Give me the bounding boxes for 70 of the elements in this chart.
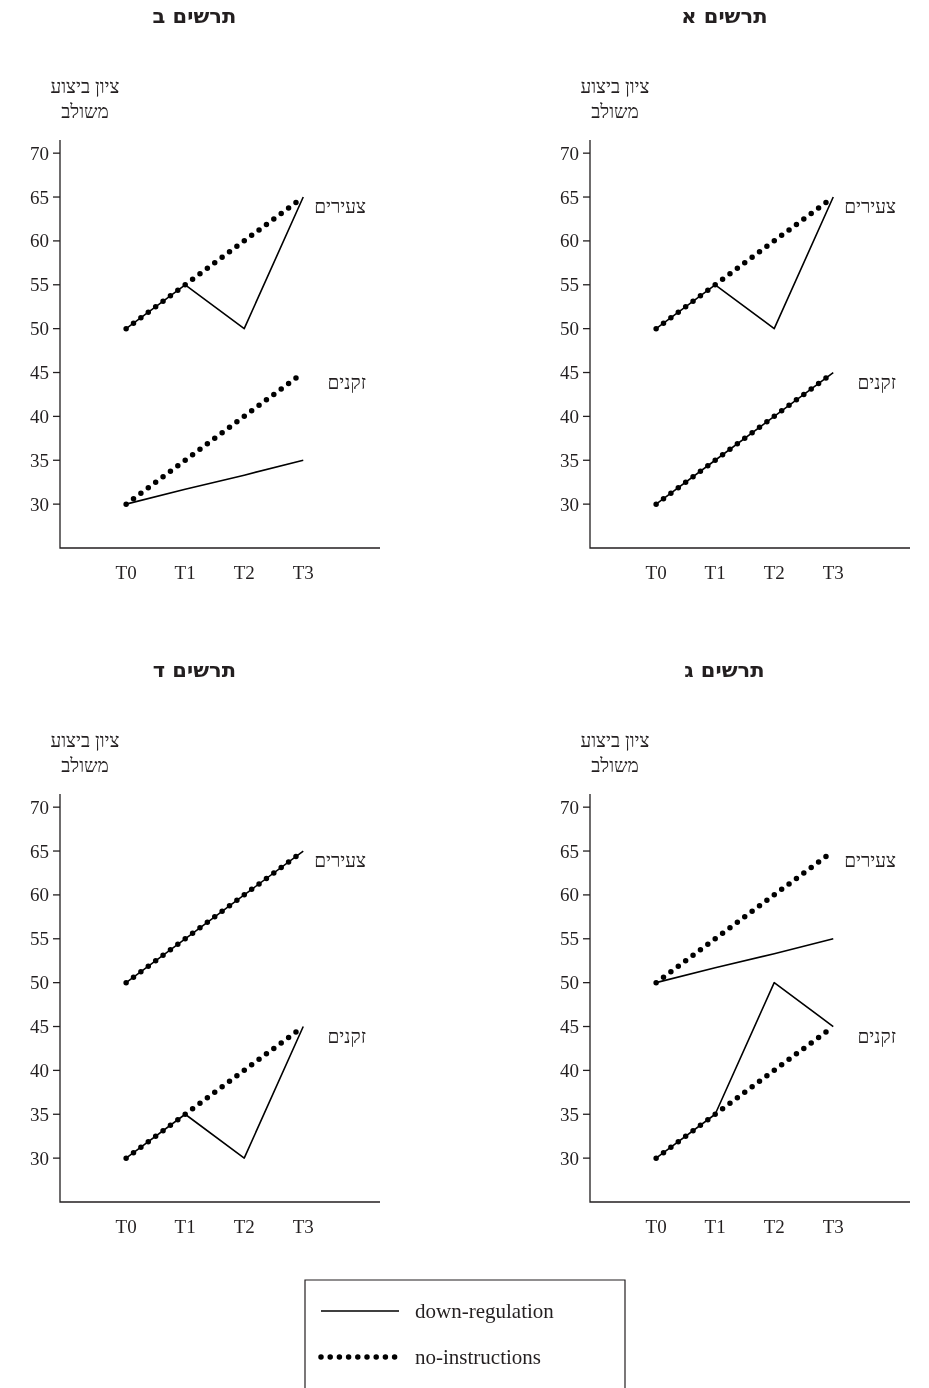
y-tick-label: 65 xyxy=(30,186,49,208)
x-tick-label: T0 xyxy=(115,562,137,583)
chart-title: תרשים ד xyxy=(151,658,238,682)
annotation: זקנים xyxy=(857,1024,896,1049)
y-tick-label: 60 xyxy=(560,884,579,906)
y-axis-title: ציון ביצוע משולב xyxy=(49,75,121,124)
y-tick-label: 45 xyxy=(560,362,579,384)
y-tick-label: 70 xyxy=(560,142,579,164)
y-tick-label: 40 xyxy=(560,1059,579,1081)
y-tick-label: 40 xyxy=(30,405,49,427)
annotation: זקנים xyxy=(857,370,896,395)
x-tick-label: T1 xyxy=(174,1216,196,1237)
y-tick-label: 30 xyxy=(560,493,579,515)
chart-title: תרשים ב xyxy=(151,4,238,28)
y-tick-label: 55 xyxy=(30,274,49,296)
x-tick-label: T3 xyxy=(292,1216,314,1237)
x-tick-label: T1 xyxy=(704,1216,726,1237)
x-tick-label: T1 xyxy=(704,562,726,583)
x-tick-label: T2 xyxy=(233,562,255,583)
x-tick-label: T3 xyxy=(822,562,844,583)
y-tick-label: 35 xyxy=(30,1103,49,1125)
annotation: צעירים xyxy=(844,195,896,220)
annotation: צעירים xyxy=(314,849,366,874)
y-tick-label: 60 xyxy=(560,230,579,252)
x-tick-label: T0 xyxy=(645,562,667,583)
y-tick-label: 70 xyxy=(560,796,579,818)
y-tick-label: 60 xyxy=(30,884,49,906)
x-tick-label: T1 xyxy=(174,562,196,583)
y-tick-label: 70 xyxy=(30,142,49,164)
y-tick-label: 55 xyxy=(560,928,579,950)
y-tick-label: 50 xyxy=(30,318,49,340)
y-tick-label: 55 xyxy=(560,274,579,296)
legend-label: no-instructions xyxy=(415,1344,541,1369)
y-tick-label: 65 xyxy=(560,186,579,208)
x-tick-label: T2 xyxy=(763,1216,785,1237)
x-tick-label: T0 xyxy=(645,1216,667,1237)
annotation: זקנים xyxy=(327,370,366,395)
y-tick-label: 30 xyxy=(30,1147,49,1169)
y-tick-label: 45 xyxy=(30,362,49,384)
y-tick-label: 70 xyxy=(30,796,49,818)
x-tick-label: T3 xyxy=(822,1216,844,1237)
y-axis-title: ציון ביצוע משולב xyxy=(579,75,651,124)
chart-title: תרשים א xyxy=(680,4,769,28)
x-tick-label: T0 xyxy=(115,1216,137,1237)
x-tick-label: T2 xyxy=(233,1216,255,1237)
y-tick-label: 55 xyxy=(30,928,49,950)
x-tick-label: T3 xyxy=(292,562,314,583)
y-tick-label: 40 xyxy=(30,1059,49,1081)
y-tick-label: 45 xyxy=(560,1016,579,1038)
y-tick-label: 40 xyxy=(560,405,579,427)
y-tick-label: 50 xyxy=(560,318,579,340)
y-tick-label: 65 xyxy=(560,840,579,862)
y-tick-label: 65 xyxy=(30,840,49,862)
y-tick-label: 50 xyxy=(30,972,49,994)
y-tick-label: 45 xyxy=(30,1016,49,1038)
y-tick-label: 35 xyxy=(30,449,49,471)
x-tick-label: T2 xyxy=(763,562,785,583)
y-tick-label: 30 xyxy=(30,493,49,515)
annotation: צעירים xyxy=(314,195,366,220)
y-tick-label: 30 xyxy=(560,1147,579,1169)
y-tick-label: 60 xyxy=(30,230,49,252)
y-tick-label: 35 xyxy=(560,1103,579,1125)
y-tick-label: 50 xyxy=(560,972,579,994)
y-axis-title: ציון ביצוע משולב xyxy=(49,729,121,778)
annotation: צעירים xyxy=(844,849,896,874)
chart-title: תרשים ג xyxy=(683,658,766,682)
legend-label: down-regulation xyxy=(415,1298,555,1323)
y-axis-title: ציון ביצוע משולב xyxy=(579,729,651,778)
annotation: זקנים xyxy=(327,1024,366,1049)
y-tick-label: 35 xyxy=(560,449,579,471)
